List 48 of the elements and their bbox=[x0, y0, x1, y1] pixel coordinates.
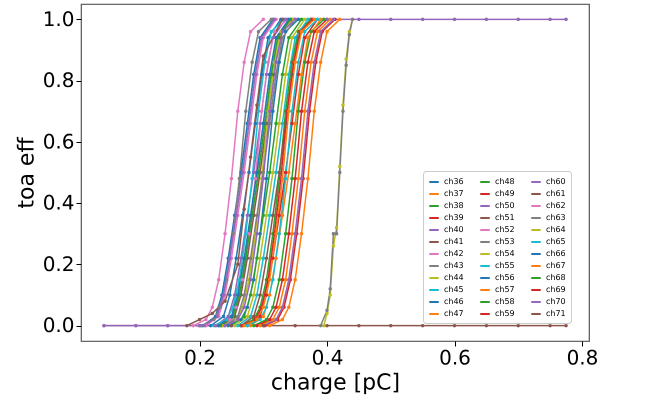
legend-label: ch62 bbox=[546, 201, 566, 210]
legend-label: ch39 bbox=[444, 213, 464, 222]
legend-label: ch61 bbox=[546, 189, 566, 198]
legend-label: ch47 bbox=[444, 309, 464, 318]
legend-label: ch41 bbox=[444, 237, 464, 246]
legend-label: ch37 bbox=[444, 189, 464, 198]
legend-label: ch60 bbox=[546, 177, 566, 186]
legend-label: ch42 bbox=[444, 249, 464, 258]
legend-label: ch67 bbox=[546, 261, 566, 270]
legend-label: ch45 bbox=[444, 285, 464, 294]
legend-label: ch53 bbox=[495, 237, 515, 246]
legend-label: ch70 bbox=[546, 297, 566, 306]
legend-label: ch49 bbox=[495, 189, 515, 198]
legend-label: ch44 bbox=[444, 273, 464, 282]
y-tick-label: 1.0 bbox=[42, 6, 74, 31]
legend-label: ch51 bbox=[495, 213, 515, 222]
y-tick-label: 0.0 bbox=[42, 313, 74, 338]
legend-label: ch48 bbox=[495, 177, 515, 186]
legend-label: ch65 bbox=[546, 237, 566, 246]
y-tick-label: 0.6 bbox=[42, 129, 74, 154]
legend-label: ch56 bbox=[495, 273, 515, 282]
x-tick-label: 0.2 bbox=[184, 346, 216, 370]
legend-label: ch50 bbox=[495, 201, 515, 210]
legend-label: ch43 bbox=[444, 261, 464, 270]
legend-label: ch38 bbox=[444, 201, 464, 210]
y-tick-label: 0.2 bbox=[42, 252, 74, 276]
y-tick-label: 0.8 bbox=[42, 68, 74, 92]
legend-label: ch71 bbox=[546, 309, 566, 318]
legend-label: ch46 bbox=[444, 297, 464, 306]
legend-label: ch64 bbox=[546, 225, 566, 234]
legend-label: ch58 bbox=[495, 297, 515, 306]
legend-label: ch59 bbox=[495, 309, 515, 318]
legend-label: ch40 bbox=[444, 225, 464, 234]
x-tick-label: 0.4 bbox=[312, 346, 344, 370]
x-tick-label: 0.8 bbox=[566, 346, 598, 370]
legend-label: ch52 bbox=[495, 225, 515, 234]
legend-label: ch68 bbox=[546, 273, 566, 282]
legend-label: ch55 bbox=[495, 261, 515, 270]
legend-label: ch69 bbox=[546, 285, 566, 294]
y-tick-label: 0.4 bbox=[42, 190, 74, 215]
x-axis-title: charge [pC] bbox=[270, 370, 400, 396]
legend-label: ch63 bbox=[546, 213, 566, 222]
legend-label: ch54 bbox=[495, 249, 515, 258]
legend-label: ch36 bbox=[444, 177, 464, 186]
legend-label: ch66 bbox=[546, 249, 566, 258]
y-axis-title: toa eff bbox=[14, 136, 40, 209]
legend-label: ch57 bbox=[495, 285, 515, 294]
x-tick-label: 0.6 bbox=[439, 346, 471, 370]
